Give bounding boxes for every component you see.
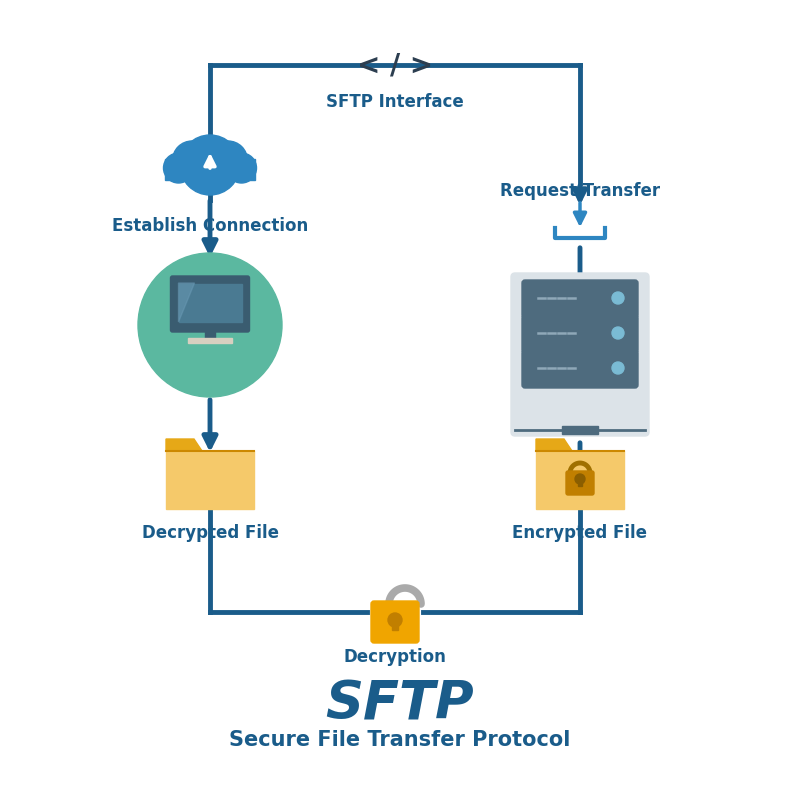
Polygon shape [536,439,572,451]
Text: < / >: < / > [357,51,433,79]
Bar [392,619,398,630]
FancyBboxPatch shape [522,315,638,353]
Circle shape [612,362,624,374]
Text: Request Transfer: Request Transfer [500,182,660,200]
Bar [188,338,232,343]
Text: Encrypted File: Encrypted File [513,524,647,542]
Circle shape [388,613,402,627]
Circle shape [209,141,247,180]
Bar [166,451,254,509]
Text: Decryption: Decryption [343,648,446,666]
Text: SFTP Interface: SFTP Interface [326,93,464,111]
Circle shape [612,292,624,304]
Bar [165,159,255,180]
Circle shape [575,474,585,484]
Circle shape [138,253,282,397]
Text: SFTP: SFTP [326,679,474,731]
FancyBboxPatch shape [522,280,638,318]
FancyBboxPatch shape [170,276,250,332]
Circle shape [226,153,257,183]
Circle shape [173,141,211,180]
Text: Decrypted File: Decrypted File [142,524,278,542]
FancyBboxPatch shape [522,350,638,388]
Text: Establish Connection: Establish Connection [112,217,308,235]
FancyBboxPatch shape [371,601,419,643]
Circle shape [180,135,240,195]
Circle shape [163,153,194,183]
Circle shape [612,327,624,339]
Bar [562,426,598,434]
Bar [536,451,624,509]
Text: Secure File Transfer Protocol: Secure File Transfer Protocol [230,730,570,750]
Bar [205,328,215,340]
Bar [178,284,242,322]
FancyBboxPatch shape [566,471,594,495]
Bar [578,478,582,486]
Polygon shape [178,283,194,322]
FancyBboxPatch shape [511,273,649,436]
Polygon shape [166,439,202,451]
